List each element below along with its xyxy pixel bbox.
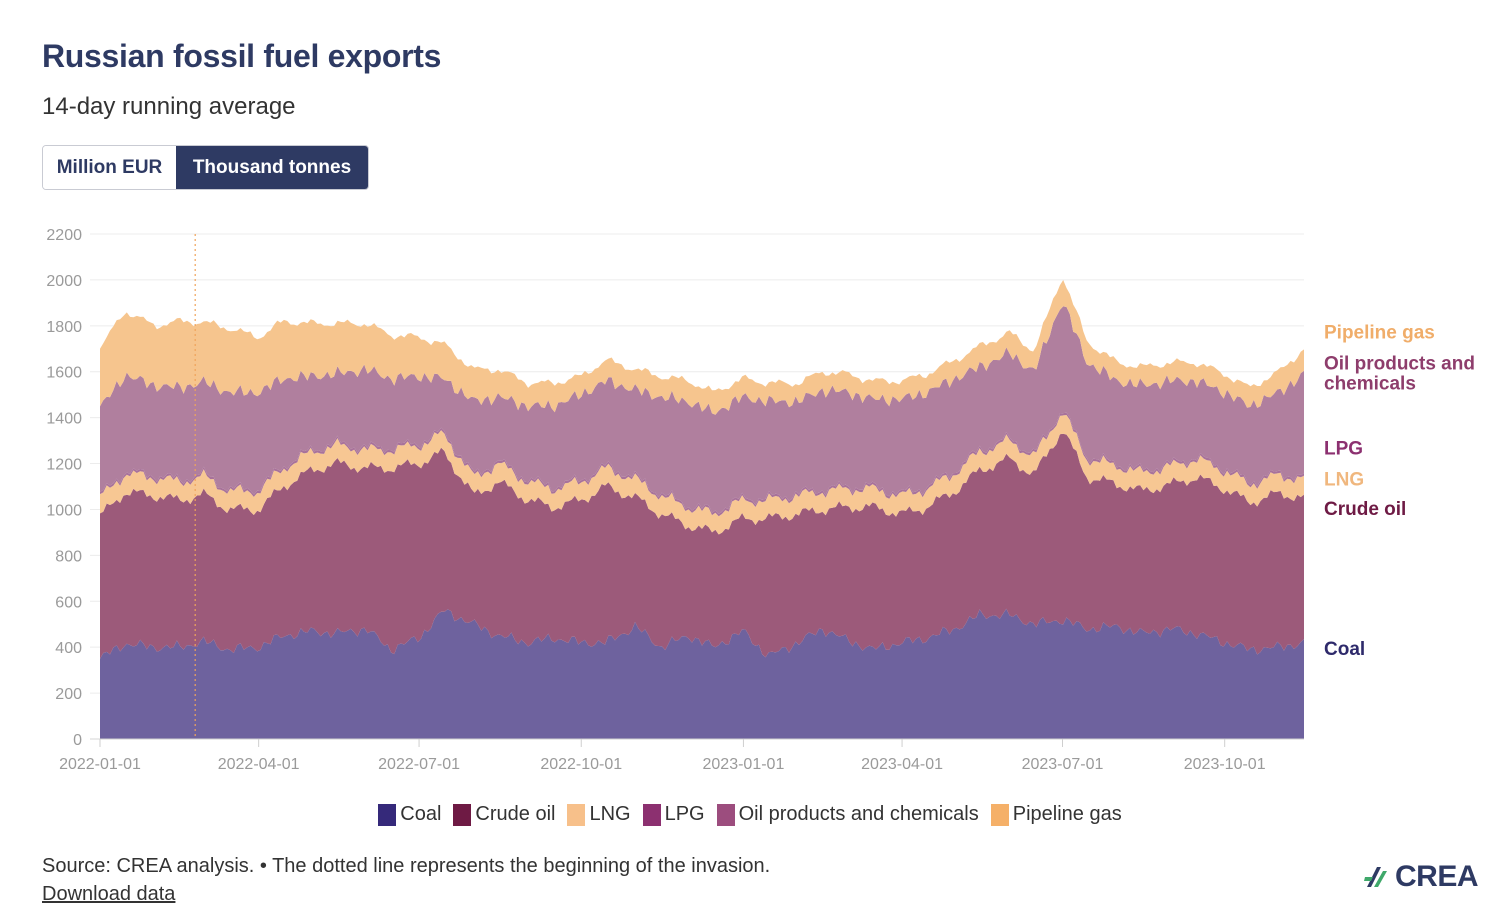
x-tick-label: 2023-10-01 — [1184, 756, 1266, 773]
x-tick-label: 2023-01-01 — [703, 756, 785, 773]
legend-swatch — [378, 803, 397, 826]
y-tick-label: 200 — [55, 686, 82, 703]
legend-item-coal[interactable]: Coal — [378, 803, 441, 826]
x-tick-label: 2022-04-01 — [218, 756, 300, 773]
legend-label: LPG — [664, 803, 705, 825]
series-area-oil-products-and-chemicals — [100, 306, 1304, 514]
crea-logo-text: CREA — [1395, 860, 1479, 893]
crea-logo-icon — [1364, 867, 1387, 887]
legend-item-oil-products-and-chemicals[interactable]: Oil products and chemicals — [716, 803, 979, 826]
y-tick-label: 1600 — [46, 365, 82, 382]
y-tick-label: 2200 — [46, 227, 82, 244]
legend-swatch — [453, 803, 472, 826]
chart-title: Russian fossil fuel exports — [42, 38, 442, 74]
source-note: Source: CREA analysis. • The dotted line… — [42, 855, 771, 877]
crea-logo: CREA — [1363, 860, 1479, 894]
chart-subtitle: 14-day running average — [42, 93, 296, 120]
y-tick-label: 600 — [55, 594, 82, 611]
end-label-lpg: LPG — [1324, 438, 1363, 459]
legend-swatch — [642, 803, 661, 826]
unit-toggle: Million EUR Thousand tonnes — [42, 145, 369, 190]
download-data-link[interactable]: Download data — [42, 883, 176, 905]
x-tick-label: 2022-07-01 — [378, 756, 460, 773]
series-area-coal — [100, 608, 1304, 739]
y-tick-label: 400 — [55, 640, 82, 657]
legend-item-pipeline-gas[interactable]: Pipeline gas — [990, 803, 1122, 826]
end-label-oil-products-and-chemicals: chemicals — [1324, 373, 1416, 394]
end-label-crude-oil: Crude oil — [1324, 499, 1406, 520]
x-tick-label: 2022-10-01 — [540, 756, 622, 773]
legend-label: Pipeline gas — [1012, 803, 1122, 825]
series-area-crude-oil — [100, 433, 1304, 659]
legend-label: LNG — [589, 803, 631, 825]
end-label-coal: Coal — [1324, 639, 1365, 660]
legend-item-lpg[interactable]: LPG — [642, 803, 705, 826]
end-label-pipeline-gas: Pipeline gas — [1324, 322, 1435, 343]
legend-label: Oil products and chemicals — [738, 803, 979, 825]
thousand-tonnes-button[interactable]: Thousand tonnes — [176, 146, 368, 189]
legend-label: Crude oil — [475, 803, 556, 825]
series-area-lng — [100, 415, 1304, 535]
legend-label: Coal — [400, 803, 442, 825]
stacked-area-chart: 0 200 400 600 800 1000 1200 1400 1600 1800 2000 220… — [46, 227, 1475, 773]
series-area-pipeline-gas — [100, 280, 1304, 415]
legend-item-lng[interactable]: LNG — [567, 803, 631, 826]
legend: Coal Crude oil LNG LPG Oil products and chem… — [0, 803, 1500, 826]
y-tick-label: 2000 — [46, 273, 82, 290]
legend-swatch — [990, 803, 1009, 826]
x-tick-label: 2023-07-01 — [1022, 756, 1104, 773]
y-tick-label: 1800 — [46, 319, 82, 336]
end-label-oil-products-and-chemicals: Oil products and — [1324, 353, 1475, 374]
y-tick-label: 800 — [55, 548, 82, 565]
x-tick-label: 2023-04-01 — [861, 756, 943, 773]
y-tick-label: 0 — [73, 732, 82, 749]
y-tick-label: 1400 — [46, 411, 82, 428]
legend-swatch — [567, 803, 586, 826]
legend-item-crude-oil[interactable]: Crude oil — [453, 803, 555, 826]
y-tick-label: 1000 — [46, 502, 82, 519]
y-tick-label: 1200 — [46, 457, 82, 474]
legend-swatch — [716, 803, 735, 826]
x-tick-label: 2022-01-01 — [59, 756, 141, 773]
million-eur-button[interactable]: Million EUR — [43, 146, 176, 189]
end-label-lng: LNG — [1324, 469, 1364, 490]
